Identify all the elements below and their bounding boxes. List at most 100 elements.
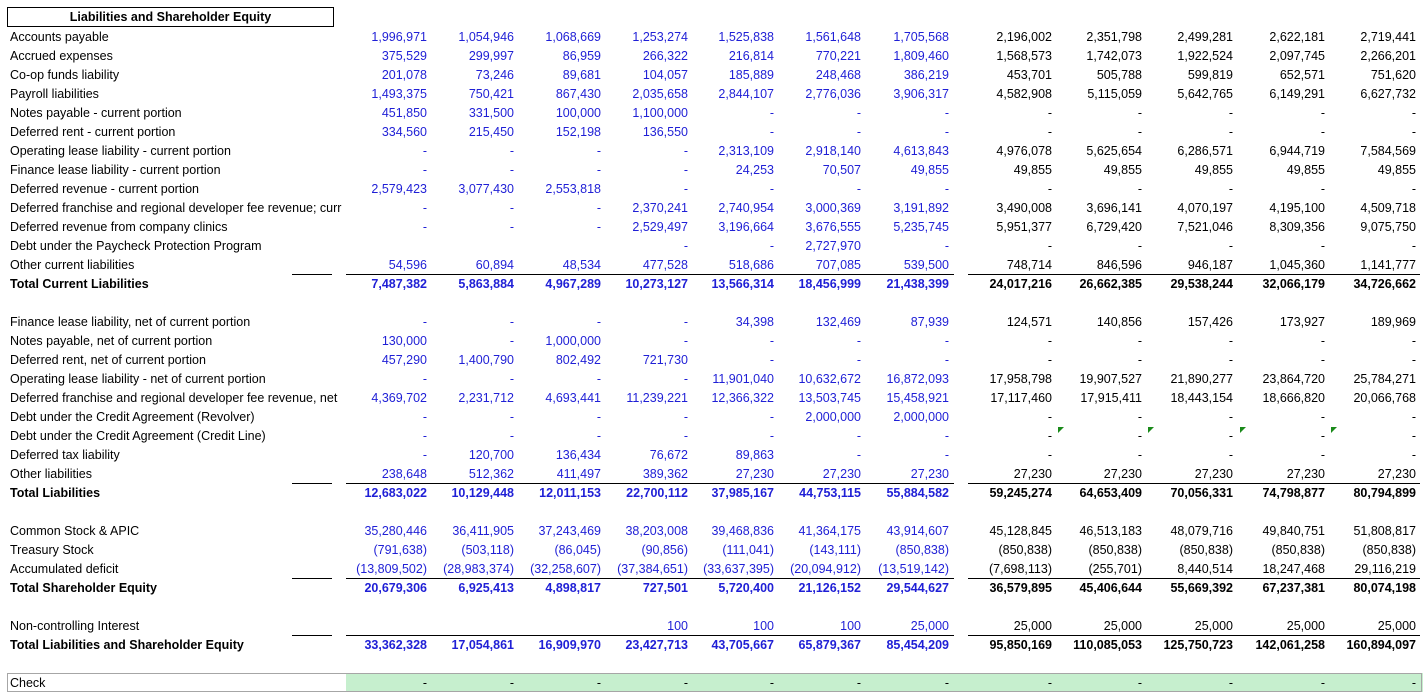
value-cell[interactable]: - [1047, 448, 1052, 462]
value-cell[interactable]: - [1228, 353, 1233, 367]
value-cell[interactable]: - [1320, 239, 1325, 253]
value-cell[interactable]: 4,582,908 [996, 87, 1052, 101]
value-cell[interactable]: - [1228, 182, 1233, 196]
value-cell[interactable]: 49,855 [910, 163, 949, 177]
value-cell[interactable]: - [1047, 106, 1052, 120]
value-cell[interactable]: - [509, 163, 514, 177]
value-cell[interactable]: 49,855 [1103, 163, 1142, 177]
value-cell[interactable]: - [683, 182, 688, 196]
value-cell[interactable]: - [422, 163, 427, 177]
value-cell[interactable]: (33,637,395) [703, 562, 774, 576]
value-cell[interactable]: - [944, 429, 949, 443]
row-label[interactable]: Deferred revenue - current portion [10, 182, 199, 196]
value-cell[interactable]: 846,596 [1096, 258, 1142, 272]
value-cell[interactable]: 25,000 [1103, 619, 1142, 633]
value-cell[interactable]: 248,468 [815, 68, 861, 82]
row-label[interactable]: Accrued expenses [10, 49, 113, 63]
value-cell[interactable]: 2,313,109 [718, 144, 774, 158]
value-cell[interactable]: 2,000,000 [805, 410, 861, 424]
value-cell[interactable]: 5,115,059 [1087, 87, 1142, 101]
value-cell[interactable]: (255,701) [1088, 562, 1142, 576]
value-cell[interactable]: 87,939 [910, 315, 949, 329]
value-cell[interactable]: 130,000 [381, 334, 427, 348]
value-cell[interactable]: 104,057 [642, 68, 688, 82]
value-cell[interactable]: 770,221 [815, 49, 861, 63]
value-cell[interactable]: 34,726,662 [1353, 277, 1416, 291]
value-cell[interactable]: 27,230 [1194, 467, 1233, 481]
value-cell[interactable]: 89,863 [735, 448, 774, 462]
value-cell[interactable]: 36,411,905 [452, 524, 514, 538]
value-cell[interactable]: - [1320, 182, 1325, 196]
value-cell[interactable]: - [769, 125, 774, 139]
value-cell[interactable]: 160,894,097 [1346, 638, 1416, 652]
value-cell[interactable]: - [1320, 106, 1325, 120]
value-cell[interactable]: 22,700,112 [626, 486, 688, 500]
value-cell[interactable]: 4,369,702 [371, 391, 427, 405]
value-cell[interactable]: 2,740,954 [718, 201, 774, 215]
value-cell[interactable]: - [769, 334, 774, 348]
value-cell[interactable]: - [1137, 410, 1142, 424]
value-cell[interactable]: - [596, 315, 601, 329]
value-cell[interactable]: 140,856 [1096, 315, 1142, 329]
value-cell[interactable]: - [683, 334, 688, 348]
value-cell[interactable]: - [769, 429, 774, 443]
value-cell[interactable]: 13,503,745 [798, 391, 861, 405]
value-cell[interactable]: 299,997 [468, 49, 514, 63]
value-cell[interactable]: - [596, 429, 601, 443]
error-indicator-icon[interactable] [1331, 427, 1337, 433]
value-cell[interactable]: 49,840,751 [1262, 524, 1325, 538]
value-cell[interactable]: - [509, 410, 514, 424]
row-label[interactable]: Accumulated deficit [10, 562, 119, 576]
value-cell[interactable]: 23,427,713 [625, 638, 688, 652]
value-cell[interactable]: 80,074,198 [1353, 581, 1416, 595]
value-cell[interactable]: - [1228, 106, 1233, 120]
value-cell[interactable]: 44,753,115 [799, 486, 861, 500]
value-cell[interactable]: 721,730 [642, 353, 688, 367]
value-cell[interactable]: - [422, 372, 427, 386]
value-cell[interactable]: 8,440,514 [1177, 562, 1233, 576]
value-cell[interactable]: - [944, 125, 949, 139]
row-label[interactable]: Debt under the Credit Agreement (Credit … [10, 429, 266, 443]
value-cell[interactable]: 48,079,716 [1170, 524, 1233, 538]
value-cell[interactable]: (503,118) [461, 543, 514, 557]
value-cell[interactable]: 1,705,568 [893, 30, 949, 44]
value-cell[interactable]: 39,468,836 [711, 524, 774, 538]
value-cell[interactable]: 25,000 [1013, 619, 1052, 633]
value-cell[interactable]: - [1411, 448, 1416, 462]
value-cell[interactable]: - [683, 429, 688, 443]
value-cell[interactable]: 100 [840, 619, 861, 633]
value-cell[interactable]: 29,538,244 [1170, 277, 1233, 291]
value-cell[interactable]: 33,362,328 [364, 638, 427, 652]
value-cell[interactable]: - [1411, 106, 1416, 120]
value-cell[interactable]: 157,426 [1187, 315, 1233, 329]
value-cell[interactable]: 3,196,664 [718, 220, 774, 234]
value-cell[interactable]: 55,669,392 [1170, 581, 1233, 595]
value-cell[interactable]: - [944, 353, 949, 367]
value-cell[interactable]: 27,230 [735, 467, 774, 481]
error-indicator-icon[interactable] [1240, 427, 1246, 433]
row-label[interactable]: Notes payable - current portion [10, 106, 182, 120]
value-cell[interactable]: 539,500 [903, 258, 949, 272]
value-cell[interactable]: 20,679,306 [364, 581, 427, 595]
value-cell[interactable]: - [596, 676, 601, 690]
value-cell[interactable]: 11,239,221 [626, 391, 688, 405]
value-cell[interactable]: 748,714 [1006, 258, 1052, 272]
value-cell[interactable]: 1,922,524 [1177, 49, 1233, 63]
value-cell[interactable]: (850,838) [1179, 543, 1233, 557]
value-cell[interactable]: 2,035,658 [632, 87, 688, 101]
value-cell[interactable]: - [1411, 429, 1416, 443]
value-cell[interactable]: 95,850,169 [989, 638, 1052, 652]
value-cell[interactable]: 1,561,648 [805, 30, 861, 44]
value-cell[interactable]: - [856, 125, 861, 139]
value-cell[interactable]: 6,729,420 [1086, 220, 1142, 234]
value-cell[interactable]: - [422, 315, 427, 329]
value-cell[interactable]: 18,456,999 [798, 277, 861, 291]
value-cell[interactable]: - [683, 676, 688, 690]
value-cell[interactable]: 1,742,073 [1086, 49, 1142, 63]
value-cell[interactable]: 2,918,140 [805, 144, 861, 158]
value-cell[interactable]: 802,492 [555, 353, 601, 367]
value-cell[interactable]: 3,906,317 [893, 87, 949, 101]
value-cell[interactable]: 2,553,818 [545, 182, 601, 196]
value-cell[interactable]: 25,784,271 [1353, 372, 1416, 386]
value-cell[interactable]: - [596, 144, 601, 158]
